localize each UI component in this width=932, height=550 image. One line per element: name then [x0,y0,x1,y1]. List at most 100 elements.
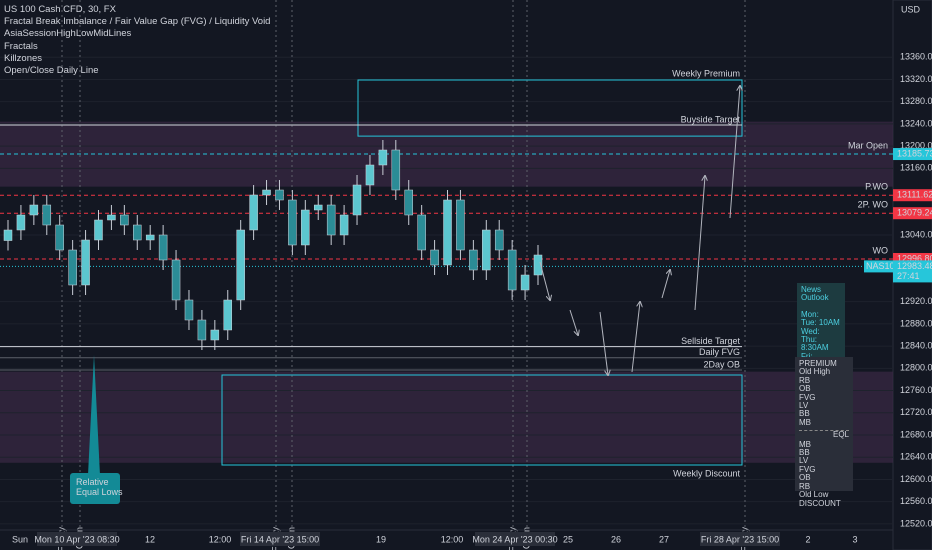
x-label-bg [475,532,555,546]
x-tick-label: Mon 24 Apr '23 00:30 [472,534,557,544]
price-badge [893,148,932,161]
price-badge-text: 13111.62 [897,190,932,200]
candle-body [288,199,297,246]
candle-body [262,189,271,196]
candle-body [16,214,26,231]
countdown: 27:41 [897,271,920,281]
y-tick-label: 13160.00 [900,163,932,173]
y-tick-label: 12640.00 [900,452,932,462]
candle-body [158,234,168,261]
candle-body [133,224,142,241]
x-label-bg [700,532,780,546]
x-tick-label: Fri 28 Apr '23 15:00 [701,534,779,544]
target-label: Buyside Target [681,114,741,124]
candle-body [120,214,129,226]
target-label: Daily FVG [699,347,740,357]
currency: USD [901,4,921,14]
x-label-bg [240,532,320,546]
indicator: Fractal Break Imbalance / Fair Value Gap… [4,16,271,28]
y-tick-label: 12720.00 [900,407,932,417]
candle-body [107,214,116,221]
price-badge-text: 13079.24 [897,208,932,218]
symbol-badge [864,260,893,273]
x-tick-label: Mon 10 Apr '23 08:30 [34,534,119,544]
y-tick-label: 12680.00 [900,429,932,439]
pd-item: RB [799,375,811,385]
candle-body [456,199,465,251]
x-tick-label: 12:00 [209,534,232,544]
candle-body [404,189,413,216]
x-label-bg [37,532,117,546]
candle-body [443,199,452,266]
pd-item: MB [799,439,811,449]
news-line: Mon: [801,309,819,319]
y-tick-label: 13240.00 [900,118,932,128]
box [357,79,743,137]
callout-box [70,473,120,504]
candle-body [55,224,64,251]
pd-item: PREMIUM [799,359,837,368]
news-line: Wed: [801,326,820,336]
candle-body [430,249,439,266]
pd-item: LV [799,401,809,411]
pd-item: FVG [799,392,816,402]
candle-body [417,214,426,251]
symbol: NAS100 [866,261,900,271]
candle-body [352,184,362,216]
y-tick-label: 13360.00 [900,52,932,62]
arrow [661,270,670,299]
indicator: AsiaSessionHighLowMidLines [4,28,132,40]
pd-item: EQL [799,430,849,439]
price-badge [893,207,932,220]
candle-body [494,229,504,251]
candle-body [533,254,543,276]
candle-body [68,249,77,286]
candle-body [326,204,336,236]
arrow [569,309,578,335]
arrow [599,311,608,375]
candle-body [94,219,103,241]
candle-body [3,229,13,241]
x-tick-label: 25 [563,534,573,544]
pd-item: MB [799,417,811,427]
candle-body [520,274,530,291]
y-tick-label: 12600.00 [900,474,932,484]
price-badge-text: 13185.73 [897,148,932,158]
indicator: Killzones [4,52,43,64]
pd-item: FVG [799,464,816,474]
arrow [539,261,550,300]
pd-item: BB [799,409,810,419]
candle-body [365,164,375,186]
candle-body [482,229,491,271]
price-badge [893,189,932,202]
box-label: Weekly Premium [672,68,740,78]
pd-box: PREMIUM Old High RB OB FVG LV BB MB EQL MB BB LV FVG… [795,357,853,507]
x-tick-label: Sun [12,534,28,544]
news-line: Thu: 8:30AM [801,335,829,353]
level-label: Mar Open [848,140,888,150]
y-tick-label: 12560.00 [900,496,932,506]
y-tick-label: 12920.00 [900,296,932,306]
y-tick-label: 13280.00 [900,96,932,106]
candle-body [378,149,388,166]
arrow [694,176,705,311]
pd-item: Old Low [799,490,829,500]
level-label: WO [873,245,889,255]
y-tick-label: 13040.00 [900,229,932,239]
news-line: Tue: 10AM [801,318,840,328]
title: US 100 Cash CFD, 30, FX [4,4,116,15]
indicator: Fractals [4,40,38,52]
callout-line: Equal Lows [76,487,123,497]
x-tick-label: 2 [805,534,810,544]
callout-pointer [88,355,100,475]
candle-body [223,299,233,331]
y-tick-label: 12880.00 [900,318,932,328]
price-badge-text: 12996.80 [897,253,932,263]
pd-item: LV [799,456,809,466]
candle-body [184,299,194,321]
candle-body [507,249,517,291]
x-tick-label: 19 [376,534,386,544]
level-label: P.WO [865,182,888,192]
pd-item: OB [799,384,811,394]
